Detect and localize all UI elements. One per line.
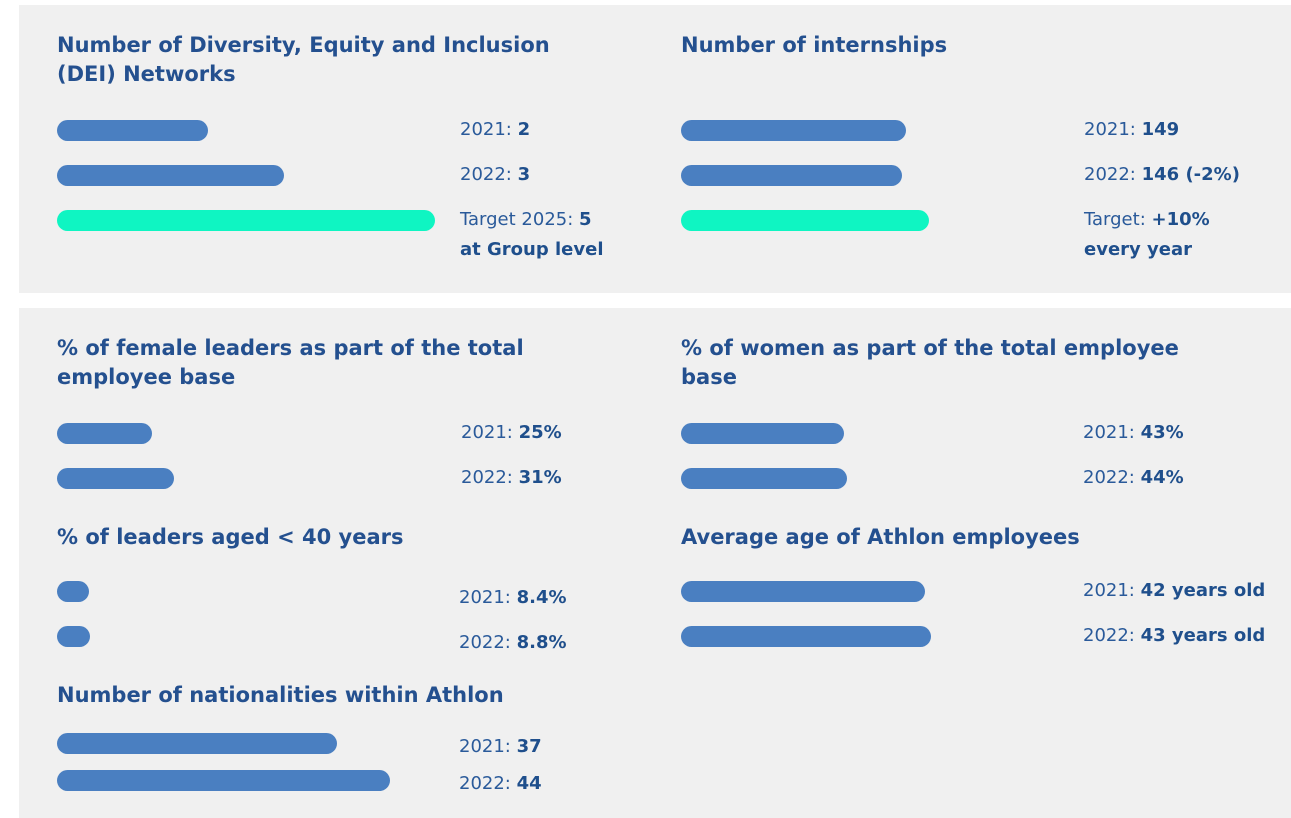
chart-title: % of leaders aged < 40 years [57,525,404,549]
value-label: 2022: 146 (-2%) [1084,160,1249,190]
chart-title: % of women as part of the total employee… [681,336,1179,389]
value-label: 2021: 8.4% [459,583,679,613]
value-text: 43% [1140,422,1184,443]
value-text: 44 [516,773,542,794]
bar [57,732,337,754]
category-label: 2021: [1084,119,1136,140]
category-label: 2022: [1083,625,1135,646]
value-label: 2022: 43 years old [1083,621,1291,651]
bar [57,467,175,489]
value-label: 2022: 44% [1083,463,1291,493]
panel [19,5,1291,293]
value-text: 146 (-2%) [1141,164,1240,185]
value-label: 2021: 149 [1084,115,1249,145]
chart-title: Number of internships [681,33,948,57]
chart-title: % of female leaders as part of the total… [57,336,524,389]
value-label: 2022: 8.8% [459,628,679,658]
value-text: 31% [518,467,562,488]
chart-title: Average age of Athlon employees [681,525,1080,549]
value-text: 3 [517,164,531,185]
value-text: 43 years old [1140,625,1266,646]
value-text: 37 [516,736,542,757]
value-label: 2022: 3 [460,160,615,190]
bar [57,209,435,231]
value-label: 2021: 37 [459,732,679,762]
value-label: 2021: 25% [461,418,681,448]
category-label: 2021: [1083,580,1135,601]
value-text: 8.4% [516,587,567,608]
value-label: 2021: 43% [1083,418,1291,448]
bar [681,625,932,647]
category-label: 2021: [461,422,513,443]
bar [681,209,929,231]
value-text: 2 [517,119,531,140]
value-text: +10% every year [1084,209,1210,260]
category-label: 2021: [459,736,511,757]
bar [57,625,91,647]
bar [57,422,152,444]
value-text: 8.8% [516,632,567,653]
bar [57,164,284,186]
bar [681,422,844,444]
bar [57,119,209,141]
bar [57,580,89,602]
value-label: 2022: 31% [461,463,681,493]
value-text: 42 years old [1140,580,1266,601]
chart-title: Number of nationalities within Athlon [57,683,504,707]
value-text: 44% [1140,467,1184,488]
value-label: 2021: 2 [460,115,615,145]
value-text: 149 [1141,119,1180,140]
category-label: 2022: [461,467,513,488]
value-text: 5 at Group level [460,209,604,260]
value-label: Target 2025: 5 at Group level [460,205,615,265]
category-label: 2021: [459,587,511,608]
value-label: 2021: 42 years old [1083,576,1291,606]
category-label: 2021: [460,119,512,140]
bar [57,769,390,791]
chart-title: Number of Diversity, Equity and Inclusio… [57,33,550,86]
bar [681,119,907,141]
category-label: 2022: [459,773,511,794]
bar [681,467,848,489]
category-label: 2022: [1083,467,1135,488]
category-label: 2022: [459,632,511,653]
category-label: 2021: [1083,422,1135,443]
value-text: 25% [518,422,562,443]
value-label: 2022: 44 [459,769,679,799]
bar [681,164,902,186]
category-label: 2022: [460,164,512,185]
category-label: 2022: [1084,164,1136,185]
category-label: Target 2025: [460,209,574,230]
value-label: Target: +10% every year [1084,205,1249,265]
bar [681,580,926,602]
category-label: Target: [1084,209,1146,230]
